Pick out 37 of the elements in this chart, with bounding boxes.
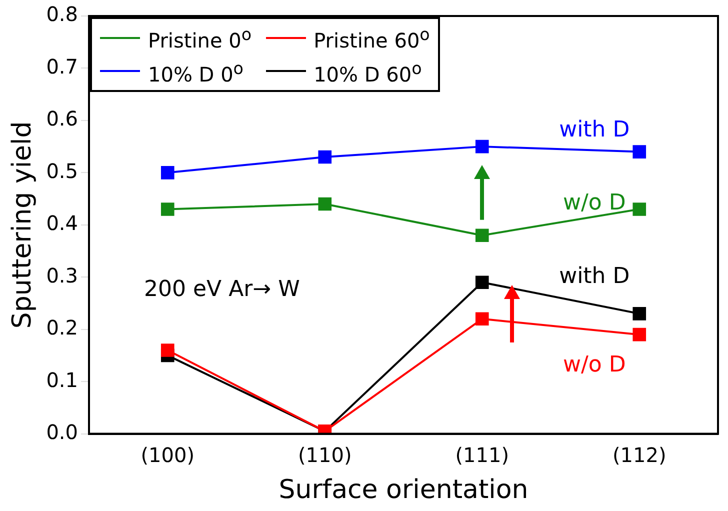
point (632, 328, 646, 342)
point (475, 140, 489, 154)
legend-label: 10% D 60$^{o}$ (314, 58, 422, 88)
point (160, 344, 174, 357)
point (318, 150, 332, 164)
y-tick-label: 0.1 (46, 368, 78, 392)
y-tick-label: 0.4 (46, 211, 78, 236)
point (475, 312, 489, 326)
x-tick-label: (110) (298, 443, 352, 468)
point (632, 307, 646, 320)
legend-label: 10% D 0$^{o}$ (148, 58, 244, 88)
point (318, 197, 332, 211)
y-tick-label: 0.6 (46, 106, 78, 131)
y-axis-title: Sputtering yield (7, 121, 38, 329)
annotation: with D (559, 118, 630, 143)
point (160, 202, 174, 216)
y-tick-label: 0.7 (46, 54, 78, 78)
point (475, 276, 489, 290)
legend-label: Pristine 0$^{o}$ (148, 24, 252, 55)
legend-label: Pristine 60$^{o}$ (314, 24, 430, 55)
x-tick-label: (111) (455, 443, 510, 468)
point (632, 145, 646, 158)
x-tick-label: (112) (612, 443, 666, 468)
annotation: 200 eV Ar→ W (144, 276, 300, 302)
point (475, 228, 489, 242)
annotation: w/o D (562, 190, 626, 216)
point (160, 166, 174, 180)
x-axis-title: Surface orientation (278, 475, 528, 506)
annotation: with D (559, 264, 630, 289)
x-tick-label: (100) (140, 443, 195, 468)
annotation: w/o D (562, 352, 626, 378)
y-tick-label: 0.3 (46, 263, 78, 288)
y-tick-label: 0.5 (46, 158, 78, 183)
point (632, 202, 646, 216)
y-tick-label: 0.8 (46, 2, 78, 26)
y-tick-label: 0.0 (46, 420, 78, 444)
y-tick-label: 0.2 (46, 316, 78, 340)
